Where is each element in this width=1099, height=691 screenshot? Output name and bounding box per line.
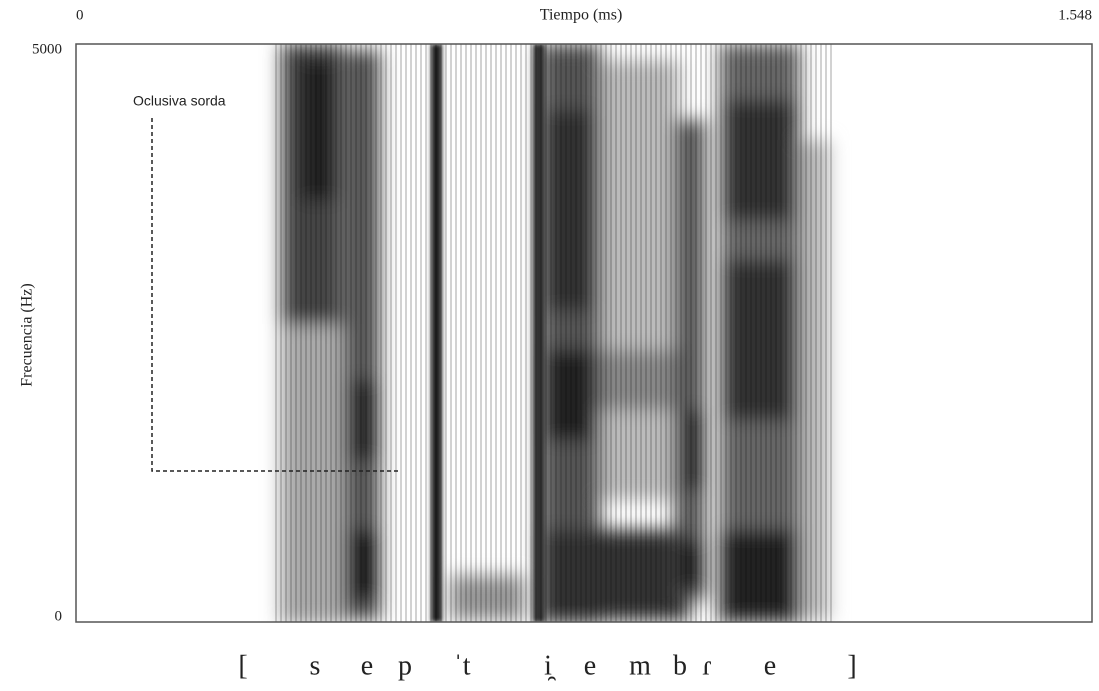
transcription-symbol: [ (238, 650, 247, 681)
annotation: Oclusiva sorda (133, 93, 226, 109)
transcription-symbol: m (629, 650, 651, 681)
x-axis-label: Tiempo (ms) (540, 7, 623, 24)
y-axis-label: Frecuencia (Hz) (19, 283, 36, 387)
transcription-symbol: ˈt (453, 650, 470, 681)
transcription-symbol: ɾ (702, 650, 711, 681)
transcription-symbol: e (764, 650, 776, 681)
transcription-symbol: b (673, 650, 687, 681)
transcription-symbol: i̯ (544, 650, 556, 681)
annotation-line (151, 118, 398, 472)
y-tick-label: 5000 (32, 41, 62, 57)
transcription-symbol: ] (847, 650, 856, 681)
spectrogram-image (275, 44, 835, 622)
transcription-symbol: e (584, 650, 596, 681)
plot-frame (75, 43, 1093, 623)
transcription-symbol: e (361, 650, 373, 681)
x-tick-label: 0 (76, 7, 84, 23)
x-tick-label: 1.548 (1058, 7, 1092, 23)
transcription-symbol: p (398, 650, 412, 681)
transcription-symbol: s (310, 650, 321, 681)
y-tick-label: 0 (55, 608, 63, 624)
